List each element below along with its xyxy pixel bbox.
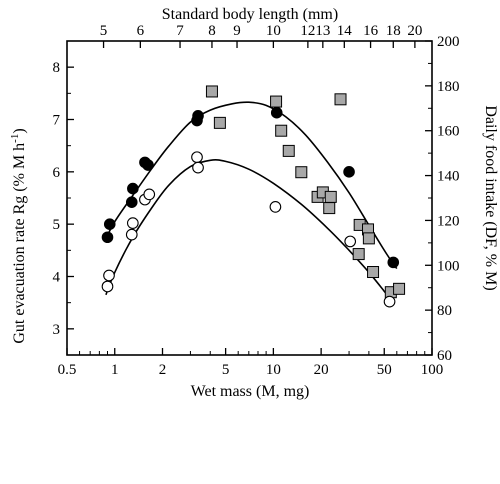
- data-point-filled-circle: [270, 106, 283, 119]
- x-tick-label: 5: [222, 362, 230, 378]
- data-point-square: [270, 95, 283, 108]
- top-tick-label: 9: [233, 23, 241, 39]
- right-tick-label: 200: [437, 34, 460, 50]
- data-point-square: [213, 116, 226, 129]
- data-point-square: [324, 190, 337, 203]
- right-tick-label: 160: [437, 124, 460, 140]
- data-point-square: [362, 232, 375, 245]
- right-tick-label: 80: [437, 303, 452, 319]
- data-point-open-circle: [101, 280, 114, 293]
- x-tick-label: 1: [111, 362, 119, 378]
- fit-curve-0: [105, 101, 398, 270]
- right-tick-label: 140: [437, 169, 460, 185]
- left-tick-label: 3: [53, 322, 61, 338]
- top-axis-title: Standard body length (mm): [162, 6, 338, 23]
- x-tick-label: 10: [266, 362, 281, 378]
- x-tick-label: 100: [421, 362, 444, 378]
- top-tick-label: 20: [407, 23, 422, 39]
- top-tick-label: 10: [266, 23, 281, 39]
- right-tick-label: 120: [437, 213, 460, 229]
- top-tick-label: 8: [208, 23, 216, 39]
- x-tick-label: 20: [314, 362, 329, 378]
- top-tick-label: 16: [363, 23, 379, 39]
- data-point-square: [323, 202, 336, 215]
- x-tick-label: 0.5: [58, 362, 77, 378]
- left-tick-label: 8: [53, 60, 61, 76]
- data-point-open-circle: [126, 217, 139, 229]
- data-point-square: [352, 248, 365, 261]
- data-point-filled-circle: [125, 196, 138, 208]
- data-points: [101, 85, 406, 308]
- top-tick-label: 6: [137, 23, 145, 39]
- left-axis-title-sup: -1: [9, 134, 21, 143]
- top-tick-label: 12: [300, 23, 315, 39]
- x-tick-label: 50: [377, 362, 392, 378]
- data-point-filled-circle: [343, 166, 355, 178]
- data-point-square: [205, 85, 218, 98]
- left-tick-label: 5: [53, 217, 61, 233]
- plot-frame: [66, 40, 433, 356]
- data-point-square: [367, 266, 380, 279]
- data-point-open-circle: [383, 295, 396, 308]
- right-tick-label: 60: [437, 348, 452, 364]
- left-tick-label: 6: [53, 165, 61, 181]
- data-point-filled-circle: [127, 182, 139, 195]
- top-tick-label: 5: [100, 23, 108, 39]
- top-tick-label: 18: [386, 23, 401, 39]
- left-tick-label: 7: [53, 113, 61, 129]
- data-point-open-circle: [191, 151, 203, 164]
- top-tick-label: 14: [337, 23, 353, 39]
- left-axis-title-close: ): [11, 128, 28, 133]
- data-point-open-circle: [125, 228, 138, 241]
- top-tick-label: 7: [176, 23, 184, 39]
- data-point-square: [295, 166, 308, 179]
- x-axis-title: Wet mass (M, mg): [191, 383, 310, 400]
- data-point-open-circle: [103, 269, 115, 282]
- fit-curve-1: [105, 159, 396, 305]
- data-point-filled-circle: [142, 159, 154, 171]
- top-tick-label: 13: [315, 23, 330, 39]
- right-axis-title: Daily food intake (DF, % M): [482, 105, 499, 290]
- data-point-open-circle: [192, 161, 204, 174]
- data-point-filled-circle: [387, 256, 400, 269]
- data-point-filled-circle: [192, 110, 204, 122]
- x-tick-label: 2: [159, 362, 167, 378]
- data-point-open-circle: [269, 201, 282, 213]
- data-point-filled-circle: [101, 231, 114, 244]
- data-point-square: [282, 144, 295, 157]
- data-point-square: [334, 93, 347, 106]
- data-point-open-circle: [143, 188, 156, 201]
- left-tick-label: 4: [53, 270, 61, 286]
- data-point-square: [275, 124, 288, 137]
- right-tick-label: 180: [437, 79, 460, 95]
- right-tick-label: 100: [437, 258, 460, 274]
- left-axis-title-main: Gut evacuation rate Rg (% M h: [11, 143, 28, 344]
- fit-curves: [105, 101, 398, 305]
- data-point-filled-circle: [103, 218, 116, 230]
- left-axis-title: Gut evacuation rate Rg (% M h-1): [9, 128, 28, 343]
- data-point-square: [393, 282, 406, 295]
- data-point-open-circle: [344, 235, 357, 248]
